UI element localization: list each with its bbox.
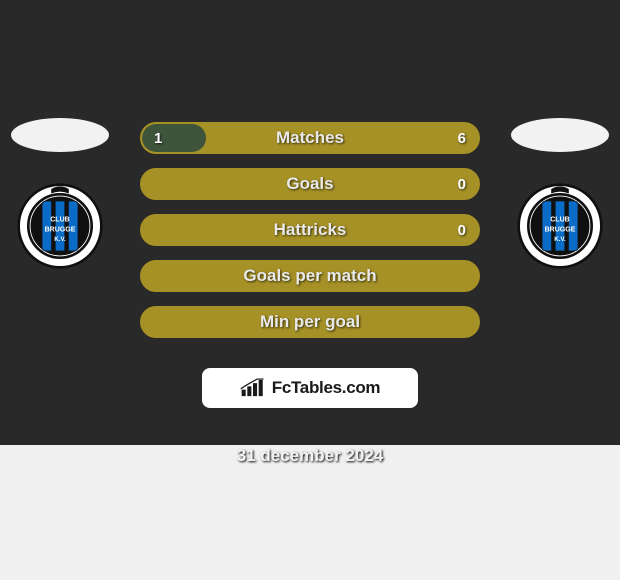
bar-right-value: 0 [426, 170, 466, 198]
watermark-text: FcTables.com [272, 378, 381, 398]
club-brugge-badge-icon: CLUB BRUGGE K.V. [516, 182, 604, 270]
player-left-column: CLUB BRUGGE K.V. [0, 118, 120, 270]
svg-text:CLUB: CLUB [550, 217, 570, 224]
bar-goals-per-match: Goals per match [140, 260, 480, 292]
player-right-avatar-placeholder [511, 118, 609, 152]
bar-goals: Goals 0 [140, 168, 480, 200]
bar-min-per-goal: Min per goal [140, 306, 480, 338]
player-right-column: CLUB BRUGGE K.V. [500, 118, 620, 270]
svg-text:K.V.: K.V. [54, 236, 66, 243]
player-left-club-badge: CLUB BRUGGE K.V. [16, 182, 104, 270]
bar-hattricks: Hattricks 0 [140, 214, 480, 246]
bar-matches: 1 Matches 6 [140, 122, 480, 154]
player-left-avatar-placeholder [11, 118, 109, 152]
svg-text:K.V.: K.V. [554, 236, 566, 243]
svg-text:BRUGGE: BRUGGE [545, 226, 576, 233]
watermark: FcTables.com [202, 368, 418, 408]
date-label: 31 december 2024 [140, 446, 480, 466]
bar-right-value [426, 262, 466, 290]
comparison-bars: 1 Matches 6 Goals 0 Hattricks 0 Goals pe… [140, 122, 480, 466]
svg-text:BRUGGE: BRUGGE [45, 226, 76, 233]
club-brugge-badge-icon: CLUB BRUGGE K.V. [16, 182, 104, 270]
comparison-card: Et-Taibi vs Romero Club competitions, Se… [0, 0, 620, 580]
svg-text:CLUB: CLUB [50, 217, 70, 224]
bar-right-value [426, 308, 466, 336]
player-right-club-badge: CLUB BRUGGE K.V. [516, 182, 604, 270]
bar-chart-icon [240, 378, 266, 398]
bar-right-value: 0 [426, 216, 466, 244]
bar-right-value: 6 [426, 124, 466, 152]
